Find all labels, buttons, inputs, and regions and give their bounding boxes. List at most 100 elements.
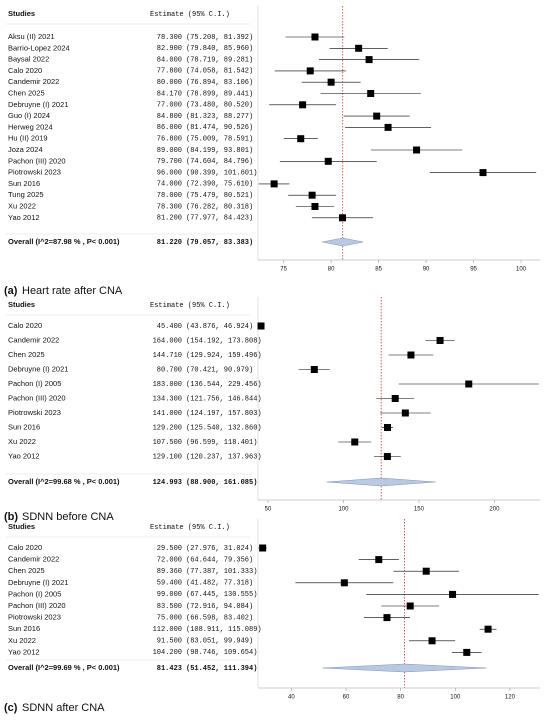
estimate-marker [401,409,409,417]
interval-label: (79.840, 85.960) [186,45,253,53]
estimate-label: 81.200 [157,215,182,223]
estimate-marker [339,214,347,222]
estimate-marker [383,614,391,622]
overall-estimate: 81.220 [157,239,182,247]
estimate-marker [383,453,391,460]
panel-label: (c) [4,702,18,714]
estimate-label: 77.800 [157,68,182,76]
interval-label: (81.323, 88.277) [186,113,253,121]
estimate-label: 129.100 [153,453,182,461]
estimate-label: 83.500 [157,603,182,611]
interval-label: (75.009, 78.591) [186,136,253,144]
study-name: Calo 2020 [8,543,42,552]
estimate-label: 144.710 [153,352,182,360]
estimate-marker [327,78,335,86]
estimate-marker [479,169,487,177]
x-tick-label: 50 [265,507,272,513]
x-tick-label: 80 [328,267,335,273]
interval-label: (77.387, 101.333) [186,568,257,576]
estimate-marker [375,556,383,564]
estimate-label: 112.000 [153,626,182,634]
estimate-marker [449,590,457,598]
overall-estimate: 81.423 [157,665,182,673]
estimate-marker [259,544,267,552]
estimate-marker [384,424,392,431]
estimate-marker [257,322,265,330]
study-name: Pachon (III) 2020 [8,601,66,610]
interval-label: (98.746, 109.654) [186,649,257,657]
x-tick-label: 80 [397,695,404,701]
interval-label: (81.474, 90.526) [186,124,253,132]
study-name: Yao 2012 [8,213,40,222]
interval-label: (78.719, 89.281) [186,56,253,64]
summary-diamond [322,237,364,247]
estimate-marker [407,351,415,359]
estimate-marker [270,180,278,188]
estimate-label: 59.400 [157,580,182,588]
x-tick-label: 85 [375,267,382,273]
study-name: Debruyne (I) 2021 [8,100,68,109]
estimate-label: 164.000 [153,337,182,345]
panel-label: (b) [4,511,18,523]
x-tick-label: 75 [280,267,287,273]
study-name: Yao 2012 [8,451,40,460]
column-header: Studies [8,522,35,531]
interval-label: (76.282, 80.318) [186,203,253,211]
estimate-marker [297,135,305,143]
estimate-label: 84.800 [157,113,182,121]
study-name: Debruyne (I) 2021 [8,578,68,587]
estimate-marker [306,67,314,75]
estimate-label: 45.400 [157,323,182,331]
column-header: Studies [8,9,35,18]
estimate-label: 80.000 [157,79,182,87]
estimate-marker [428,637,436,645]
study-name: Calo 2020 [8,321,42,330]
interval-label: (73.480, 80.520) [186,102,253,110]
overall-interval: (51.452, 111.394) [186,665,257,673]
estimate-label: 89.000 [157,147,182,155]
estimate-label: 96.000 [157,169,182,177]
study-name: Sun 2016 [8,179,40,188]
study-name: Barrio-Lopez 2024 [8,43,70,52]
estimate-label: 84.170 [157,90,182,98]
x-tick-label: 100 [450,695,461,701]
interval-label: (154.192, 173.808) [186,337,262,345]
interval-label: (75.479, 80.521) [186,192,253,200]
estimate-marker [340,579,348,587]
column-header: Estimate (95% C.I.) [150,11,230,19]
panel-title: SDNN after CNA [22,702,105,714]
estimate-marker [367,90,375,97]
estimate-label: 78.300 [157,34,182,42]
estimate-marker [391,395,399,402]
study-name: Pachon (III) 2020 [8,156,66,165]
estimate-label: 129.200 [153,424,182,432]
estimate-label: 104.200 [153,649,182,657]
study-name: Yao 2012 [8,647,40,656]
interval-label: (70.421, 90.979) [186,366,253,374]
study-name: Piotrowski 2023 [8,408,61,417]
interval-label: (108.911, 115.089) [186,626,262,634]
x-tick-label: 95 [470,267,477,273]
panel-title: SDNN before CNA [22,511,114,523]
x-tick-label: 100 [516,267,527,273]
overall-name: Overall (I^2=99.69 % , P< 0.001) [8,663,120,672]
estimate-marker [299,101,307,109]
estimate-label: 107.500 [153,439,182,447]
study-name: Hu (II) 2019 [8,134,48,143]
interval-label: (84.199, 93.801) [186,147,253,155]
estimate-marker [311,33,319,41]
x-tick-label: 150 [414,507,425,513]
study-name: Joza 2024 [8,145,43,154]
study-name: Tung 2025 [8,190,44,199]
column-header: Studies [8,300,35,309]
estimate-label: 74.000 [157,181,182,189]
study-name: Xu 2022 [8,636,36,645]
overall-name: Overall (I^2=99.68 % , P< 0.001) [8,477,120,486]
estimate-marker [373,112,381,120]
interval-label: (41.482, 77.318) [186,580,253,588]
interval-label: (72.390, 75.610) [186,181,253,189]
estimate-label: 99.000 [157,591,182,599]
study-name: Xu 2022 [8,201,36,210]
interval-label: (64.644, 79.356) [186,556,253,564]
